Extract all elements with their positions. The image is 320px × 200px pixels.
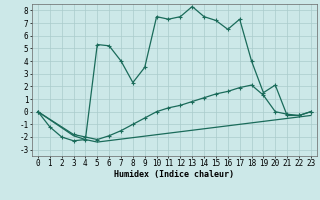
X-axis label: Humidex (Indice chaleur): Humidex (Indice chaleur) (115, 170, 234, 179)
